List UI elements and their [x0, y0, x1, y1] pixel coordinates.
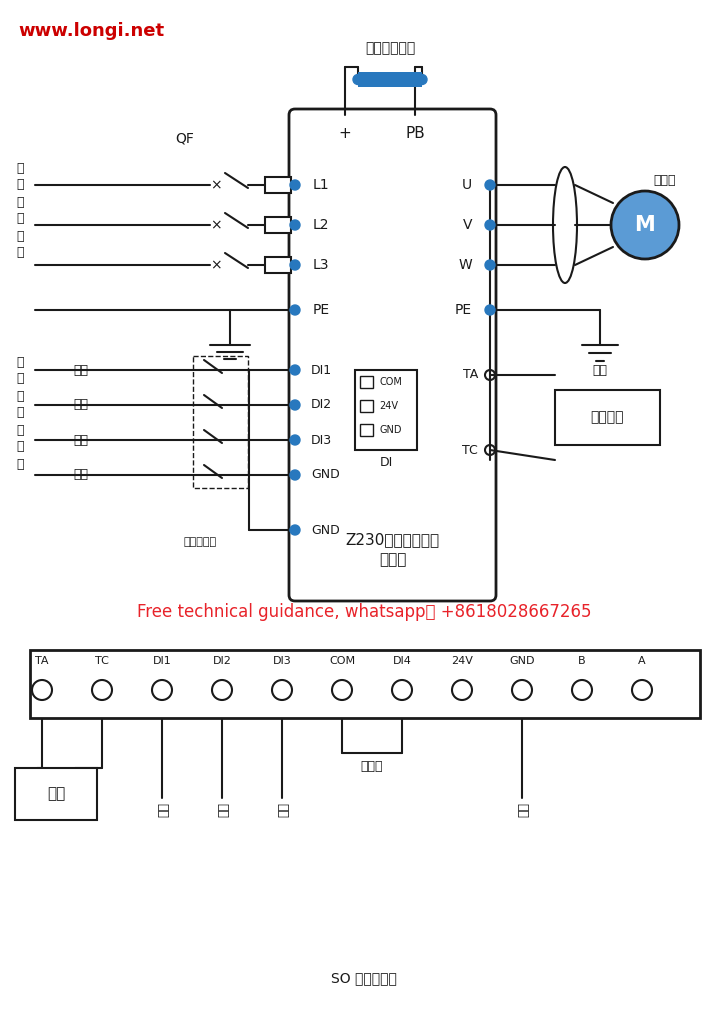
Circle shape — [353, 75, 363, 85]
Text: 外接制动电阶: 外接制动电阶 — [365, 41, 415, 55]
Text: Free technical guidance, whatsapp： +8618028667265: Free technical guidance, whatsapp： +8618… — [137, 603, 591, 621]
Text: DI1: DI1 — [153, 656, 171, 666]
Text: ×: × — [210, 178, 222, 193]
Circle shape — [290, 305, 300, 315]
Text: L2: L2 — [313, 218, 330, 232]
Text: L1: L1 — [313, 178, 330, 193]
Text: 多: 多 — [16, 355, 24, 369]
Text: 相: 相 — [16, 178, 24, 191]
Circle shape — [290, 525, 300, 535]
Bar — [355, 370, 417, 450]
Text: 急停: 急停 — [73, 469, 88, 481]
Text: U: U — [462, 178, 472, 193]
Text: 能: 能 — [16, 389, 24, 402]
Text: QF: QF — [175, 131, 194, 145]
Circle shape — [485, 220, 495, 230]
Text: 上升: 上升 — [73, 364, 88, 377]
Circle shape — [485, 260, 495, 270]
Text: M: M — [635, 215, 655, 234]
Text: 急停: 急停 — [515, 803, 529, 818]
Bar — [15, 768, 97, 820]
Text: www.longi.net: www.longi.net — [18, 22, 164, 40]
Text: 二速: 二速 — [73, 433, 88, 446]
Text: W: W — [458, 258, 472, 272]
Text: V: V — [462, 218, 472, 232]
Text: 输: 输 — [16, 196, 24, 209]
Text: +: + — [339, 126, 352, 140]
Text: 24V: 24V — [379, 401, 398, 411]
Bar — [193, 356, 248, 488]
Text: 下降: 下降 — [73, 398, 88, 412]
Text: TC: TC — [462, 443, 478, 457]
Text: DI2: DI2 — [213, 656, 232, 666]
FancyBboxPatch shape — [289, 109, 496, 601]
Text: 二速: 二速 — [275, 803, 288, 818]
Text: 24V: 24V — [451, 656, 473, 666]
Text: 字: 字 — [16, 424, 24, 436]
Circle shape — [485, 305, 495, 315]
Text: GND: GND — [510, 656, 535, 666]
Text: SO 模式配线图: SO 模式配线图 — [331, 971, 397, 985]
Text: PE: PE — [455, 303, 472, 317]
Text: PB: PB — [405, 126, 425, 140]
Circle shape — [290, 220, 300, 230]
Text: DI3: DI3 — [311, 433, 332, 446]
Text: 抱闸: 抱闸 — [47, 786, 65, 802]
Text: 数: 数 — [16, 407, 24, 420]
Text: 电动机: 电动机 — [653, 174, 676, 187]
Text: 接地: 接地 — [593, 364, 607, 377]
Text: 源: 源 — [16, 247, 24, 259]
Text: ×: × — [210, 258, 222, 272]
Circle shape — [290, 435, 300, 445]
Bar — [360, 424, 373, 436]
Text: 正转: 正转 — [156, 803, 168, 818]
Text: ×: × — [210, 218, 222, 232]
Text: DI2: DI2 — [311, 398, 332, 412]
Circle shape — [290, 365, 300, 375]
Text: COM: COM — [329, 656, 355, 666]
Text: PE: PE — [313, 303, 330, 317]
Bar — [360, 400, 373, 412]
Text: 反转: 反转 — [215, 803, 229, 818]
Text: 抱闸模块: 抱闸模块 — [590, 411, 624, 425]
Circle shape — [290, 180, 300, 190]
Text: DI3: DI3 — [272, 656, 291, 666]
Text: DI1: DI1 — [311, 364, 332, 377]
Bar — [358, 72, 422, 87]
Text: 功: 功 — [16, 373, 24, 385]
Circle shape — [611, 191, 679, 259]
Bar — [265, 217, 291, 233]
Text: COM: COM — [379, 377, 402, 387]
Bar — [360, 376, 373, 388]
Text: 三: 三 — [16, 162, 24, 174]
Circle shape — [290, 400, 300, 410]
Text: 电: 电 — [16, 229, 24, 243]
Text: DI4: DI4 — [392, 656, 411, 666]
Text: GND: GND — [311, 469, 340, 481]
Circle shape — [290, 470, 300, 480]
Bar — [30, 650, 700, 718]
Text: 入: 入 — [16, 213, 24, 225]
Text: A: A — [638, 656, 646, 666]
Text: GND: GND — [311, 523, 340, 537]
Text: Z230电动葪芦专用: Z230电动葪芦专用 — [346, 532, 440, 548]
Circle shape — [485, 180, 495, 190]
Bar — [265, 257, 291, 273]
Text: TA: TA — [463, 369, 478, 382]
Text: 输: 输 — [16, 440, 24, 454]
Text: 短接线: 短接线 — [361, 760, 383, 772]
Text: TA: TA — [35, 656, 49, 666]
Text: GND: GND — [379, 425, 402, 435]
Text: B: B — [578, 656, 586, 666]
Text: 入: 入 — [16, 458, 24, 470]
Text: 变频器: 变频器 — [379, 553, 406, 567]
Bar — [265, 177, 291, 193]
Text: L3: L3 — [313, 258, 330, 272]
Text: TC: TC — [95, 656, 109, 666]
Circle shape — [417, 75, 427, 85]
Text: DI: DI — [379, 456, 392, 469]
Circle shape — [290, 260, 300, 270]
Bar — [555, 390, 660, 445]
Text: 端子屏蔽线: 端子屏蔽线 — [183, 537, 216, 547]
